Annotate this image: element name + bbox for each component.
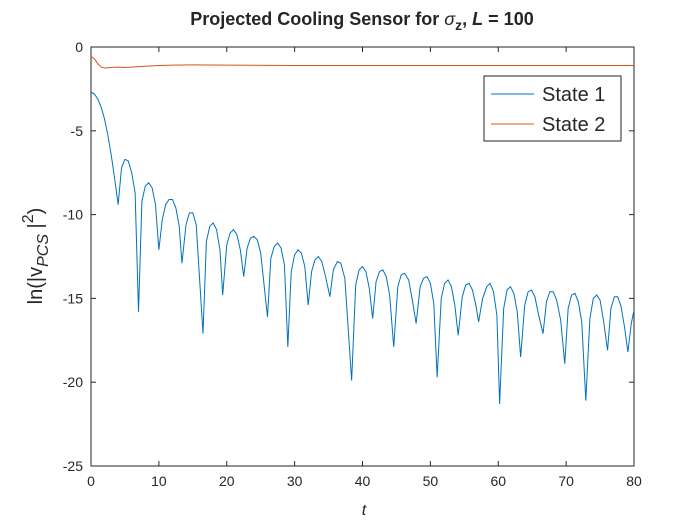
y-label-text: ln(|v xyxy=(25,267,47,304)
x-tick-label: 0 xyxy=(87,473,95,489)
y-tick-label: -20 xyxy=(63,374,83,390)
y-label-superscript: 2 xyxy=(20,214,37,223)
y-tick-label: -5 xyxy=(71,123,84,139)
title-variable: L xyxy=(472,9,483,29)
legend-label: State 2 xyxy=(542,114,605,136)
x-tick-label: 20 xyxy=(219,473,235,489)
chart-title: Projected Cooling Sensor for σz, L = 100 xyxy=(190,9,533,33)
title-text: , xyxy=(462,9,472,29)
y-tick-label: -10 xyxy=(63,207,83,223)
y-tick-label: 0 xyxy=(75,39,83,55)
x-tick-label: 50 xyxy=(423,473,439,489)
x-tick-label: 70 xyxy=(558,473,574,489)
x-tick-label: 30 xyxy=(287,473,303,489)
data-line xyxy=(90,55,634,69)
x-tick-label: 40 xyxy=(355,473,371,489)
x-axis-label: t xyxy=(362,502,367,519)
y-axis-label: ln(|vPCS |2) xyxy=(20,208,52,305)
x-tick-label: 60 xyxy=(490,473,506,489)
data-line xyxy=(90,91,635,405)
y-tick-label: -15 xyxy=(63,290,83,306)
y-label-subscript: PCS xyxy=(35,234,52,267)
title-text: Projected Cooling Sensor for xyxy=(190,9,444,29)
x-tick-label: 10 xyxy=(151,473,167,489)
title-symbol: σ xyxy=(444,9,456,29)
legend: State 1 State 2 xyxy=(483,75,622,142)
legend-label: State 1 xyxy=(542,84,605,106)
legend-box xyxy=(483,75,622,142)
y-tick-label: -25 xyxy=(63,458,83,474)
title-subscript: z xyxy=(455,17,462,33)
title-text: = 100 xyxy=(483,9,534,29)
y-label-text: ) xyxy=(25,208,47,215)
y-label-text: | xyxy=(25,223,47,234)
x-tick-label: 80 xyxy=(626,473,642,489)
